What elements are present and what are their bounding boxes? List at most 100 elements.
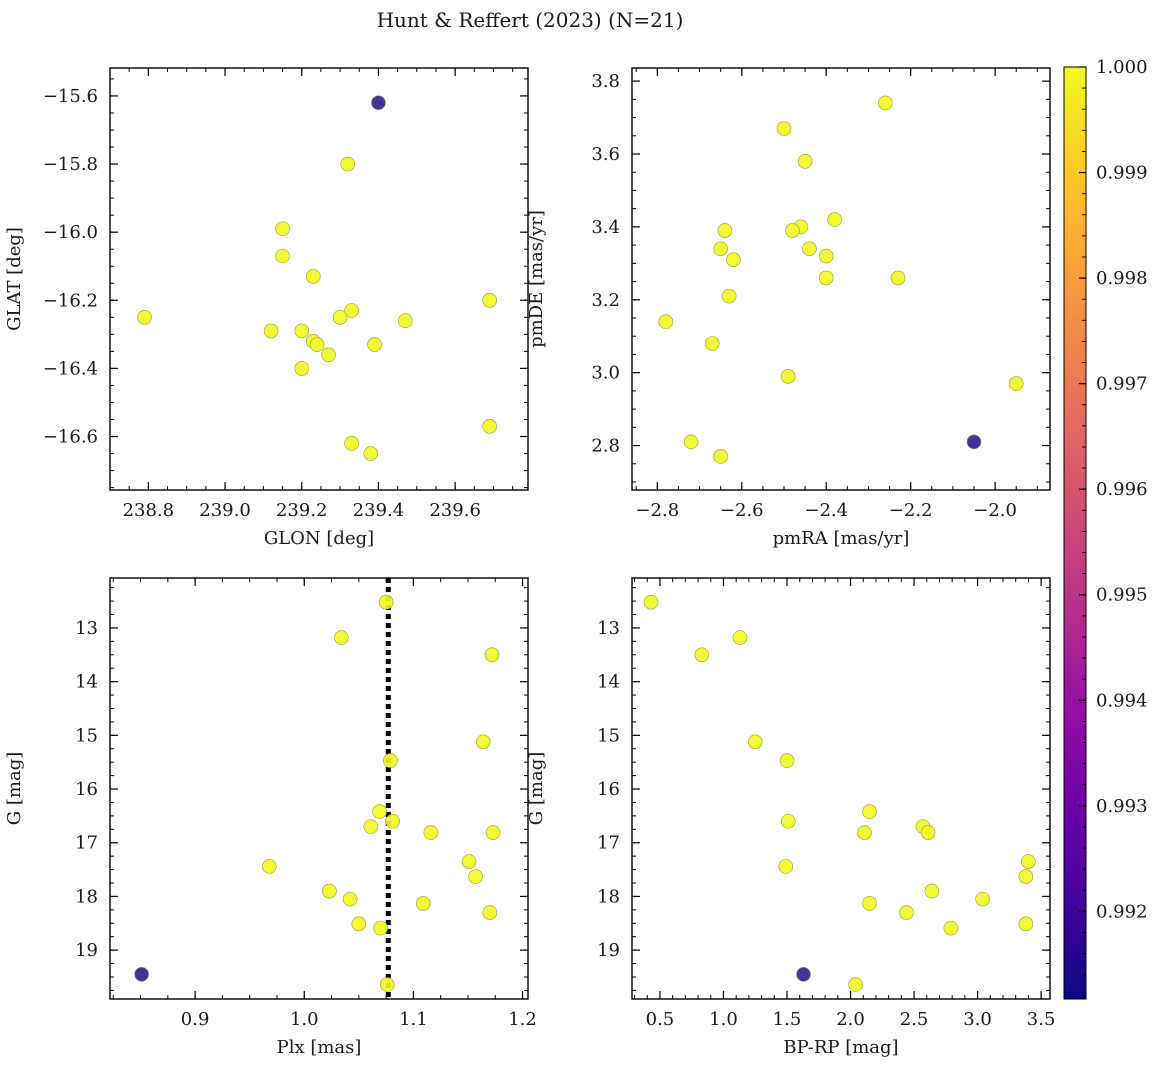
data-point (415, 896, 431, 911)
data-point (468, 869, 483, 884)
x-tick-label: 1.2 (508, 1009, 537, 1030)
data-point (294, 323, 310, 339)
x-tick-label: 1.1 (399, 1009, 428, 1030)
x-tick-label: 1.0 (290, 1009, 319, 1030)
data-point (332, 310, 348, 325)
data-point (363, 446, 379, 461)
x-tick-label: −2.0 (973, 500, 1017, 521)
data-point (827, 212, 842, 227)
colorbar-tick-label: 0.998 (1096, 268, 1148, 289)
data-point (726, 252, 741, 267)
y-tick-label: 15 (75, 725, 98, 746)
data-point (943, 920, 959, 936)
data-point (482, 905, 498, 920)
data-point (797, 153, 813, 169)
y-tick-label: 2.8 (591, 436, 620, 457)
data-point (344, 303, 359, 318)
data-point (367, 337, 382, 352)
plot-frame (631, 577, 1051, 1000)
x-tick-label: 3.0 (963, 1009, 992, 1030)
x-tick-label: −2.8 (635, 500, 679, 521)
x-axis-label: pmRA [mas/yr] (773, 528, 910, 549)
colorbar-tick-label: 1.000 (1096, 57, 1148, 78)
colorbar-tick-label: 0.996 (1096, 479, 1148, 500)
data-point (342, 891, 358, 907)
data-point (878, 95, 893, 111)
colorbar-tick-label: 0.999 (1096, 163, 1148, 184)
data-point (717, 223, 733, 238)
y-tick-label: 15 (597, 725, 620, 746)
plot-frame (109, 577, 529, 1000)
data-point (975, 891, 990, 907)
data-point (263, 323, 279, 339)
colorbar-tick-label: 0.994 (1096, 690, 1148, 711)
data-points (137, 95, 497, 461)
data-points (134, 578, 501, 999)
y-tick-label: −15.6 (43, 86, 98, 107)
colorbar-gradient (1063, 66, 1087, 1000)
x-tick-label: 238.8 (123, 500, 175, 521)
data-points (658, 95, 1024, 464)
panel-1: 238.8 239.0 239.2 239.4 239.6 −16.6 −16.4 −16.2… (4, 67, 529, 549)
plot-frame (631, 67, 1051, 491)
data-point (1018, 916, 1034, 932)
y-tick-label: 14 (75, 672, 98, 693)
data-point (899, 905, 914, 920)
data-point (704, 336, 720, 351)
x-axis-label: Plx [mas] (277, 1037, 362, 1058)
colorbar: 0.992 0.993 0.994 0.995 0.996 0.997 0.998 0.999… (1063, 57, 1148, 1000)
colorbar-tick-label: 0.993 (1096, 796, 1148, 817)
y-tick-label: −16.2 (43, 290, 98, 311)
data-point (747, 734, 763, 750)
data-point (796, 966, 811, 982)
colorbar-tick-label: 0.997 (1096, 374, 1148, 395)
x-tick-label: −2.4 (804, 500, 848, 521)
y-tick-label: 3.8 (591, 71, 620, 92)
data-point (482, 292, 497, 308)
data-point (482, 419, 497, 434)
y-tick-label: −16.6 (43, 427, 98, 448)
panel-4: 0.5 1.0 1.5 2.0 2.5 3.0 3.5 13 14 15 16 17 18 19 BP-RP… (526, 577, 1055, 1058)
data-point (862, 896, 877, 911)
x-tick-label: 1.5 (773, 1009, 802, 1030)
y-tick-label: −15.8 (43, 154, 98, 175)
y-tick-label: 3.6 (591, 144, 620, 165)
x-tick-label: 2.0 (836, 1009, 865, 1030)
data-point (275, 248, 290, 264)
data-point (780, 369, 796, 384)
data-point (779, 753, 795, 768)
data-point (1008, 376, 1024, 391)
data-point (848, 977, 863, 992)
data-point (802, 241, 817, 257)
x-tick-label: 0.9 (181, 1009, 210, 1030)
data-point (371, 95, 386, 111)
data-point (683, 434, 699, 450)
y-tick-label: 17 (597, 833, 620, 854)
data-point (485, 825, 501, 840)
panels: 238.8 239.0 239.2 239.4 239.6 −16.6 −16.4 −16.2… (4, 67, 1055, 1058)
x-tick-label: −2.6 (720, 500, 764, 521)
x-tick-label: −2.2 (889, 500, 933, 521)
y-tick-label: 13 (75, 618, 98, 639)
x-axis-label: BP-RP [mag] (783, 1037, 898, 1058)
y-tick-label: 19 (75, 940, 98, 961)
y-tick-label: 19 (597, 940, 620, 961)
data-point (713, 449, 728, 464)
y-tick-label: −16.4 (43, 358, 98, 379)
data-points (643, 594, 1036, 992)
data-point (857, 825, 872, 840)
data-point (643, 594, 659, 610)
data-point (322, 883, 337, 899)
data-point (344, 436, 359, 451)
data-point (818, 270, 834, 286)
y-tick-label: 14 (597, 672, 620, 693)
panel-3: 0.9 1.0 1.1 1.2 13 14 15 16 17 18 19 Plx [mas] G [ma… (4, 577, 537, 1058)
plot-frame (109, 67, 529, 491)
data-point (475, 734, 491, 750)
data-point (1018, 869, 1034, 884)
x-axis-label: GLON [deg] (264, 528, 374, 549)
data-point (351, 916, 367, 932)
data-point (713, 241, 728, 257)
y-tick-label: 18 (597, 886, 620, 907)
data-point (383, 753, 398, 768)
